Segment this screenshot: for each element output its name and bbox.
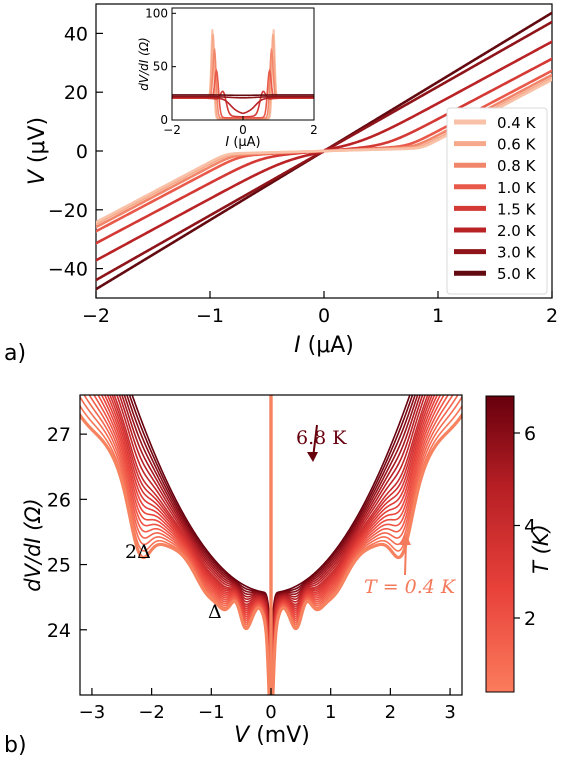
a-y-label-unit: (μV): [25, 117, 50, 170]
inset-curve-3-0-K: [172, 95, 314, 99]
annotation-0-4k-arrow: [404, 540, 407, 576]
legend-label-7: 5.0 K: [497, 265, 537, 283]
b-x-tick-label-3: 0: [265, 702, 276, 723]
legend-label-6: 3.0 K: [497, 244, 537, 262]
inset-curve-2-0-K: [172, 96, 314, 115]
legend-label-3: 1.0 K: [497, 179, 537, 197]
b-x-label-unit: (mV): [249, 723, 310, 748]
annotation-2delta: 2Δ: [125, 541, 151, 563]
legend-box: [446, 107, 548, 295]
didv-curve-T1-3: [83, 395, 459, 695]
inset-x-tick-label-2: 2: [310, 123, 318, 137]
colorbar-tick-label-1: 4: [524, 516, 536, 538]
legend-label-1: 0.6 K: [497, 136, 537, 154]
inset-y-tick-label-0: 0: [160, 113, 168, 127]
legend-label-0: 0.4 K: [497, 114, 537, 132]
legend-label-4: 1.5 K: [497, 200, 537, 218]
legend-label-2: 0.8 K: [497, 157, 537, 175]
inset-background: [172, 8, 314, 120]
colorbar: [485, 395, 515, 693]
panel-b-curves: [80, 395, 462, 695]
b-x-tick-label-5: 2: [385, 702, 396, 723]
inset-x-label: I (μA): [225, 135, 260, 150]
didv-curve-T1-6: [88, 395, 454, 695]
inset-x-tick-label-1: 0: [239, 123, 247, 137]
a-x-tick-label-4: 2: [546, 305, 558, 327]
didv-curve-T0-7: [80, 404, 462, 695]
b-y-tick-label-2: 26: [47, 489, 71, 511]
inset-x-tick-label-0: −2: [163, 123, 181, 137]
panel-b-x-label: V (mV): [234, 723, 310, 748]
b-x-tick-label-6: 3: [444, 702, 455, 723]
panel-a-y-label: V (μV): [25, 117, 50, 185]
annotation-0-4k-arrowhead: [400, 534, 411, 545]
b-x-tick-label-1: −2: [138, 702, 165, 723]
a-x-label-unit: (μA): [301, 333, 354, 358]
colorbar-tick-label-0: 2: [524, 608, 536, 630]
a-x-tick-label-1: −1: [196, 305, 224, 327]
a-y-tick-label-0: −40: [48, 259, 88, 281]
colorbar-ticks: 2 4 6: [514, 423, 536, 630]
annotation-6-8k: 6.8 K: [296, 427, 347, 449]
a-y-label-sym: V: [25, 168, 50, 185]
b-y-tick-label-1: 25: [47, 555, 71, 577]
a-y-tick-label-4: 40: [64, 23, 88, 45]
colorbar-tick-label-2: 6: [524, 423, 536, 445]
didv-curve-T1: [80, 395, 462, 695]
annotation-delta: Δ: [208, 601, 222, 623]
inset-y-label: dV/dI (Ω): [137, 37, 151, 90]
didv-curve-T0-4: [80, 412, 462, 695]
b-x-tick-label-2: −1: [198, 702, 225, 723]
a-x-tick-label-3: 1: [432, 305, 444, 327]
b-x-label-sym: V: [234, 723, 251, 748]
a-y-tick-label-2: 0: [76, 141, 88, 163]
annotation-0-4k: T = 0.4 K: [364, 576, 457, 598]
a-x-label-sym: I: [294, 333, 301, 358]
panel-b-letter: b): [4, 733, 27, 758]
panel-a-letter: a): [4, 341, 26, 366]
a-x-tick-label-0: −2: [82, 305, 110, 327]
inset-y-tick-label-1: 50: [153, 60, 168, 74]
panel-a-x-label: I (μA): [294, 333, 354, 358]
inset-x-label-unit: (μA): [229, 135, 260, 150]
didv-curve-T1-9: [93, 395, 449, 695]
a-y-tick-label-1: −20: [48, 200, 88, 222]
b-y-tick-label-3: 27: [47, 424, 71, 446]
b-x-tick-label-0: −3: [79, 702, 106, 723]
inset-x-label-sym: I: [225, 135, 229, 150]
b-x-tick-label-4: 1: [325, 702, 336, 723]
legend-label-5: 2.0 K: [497, 222, 537, 240]
panel-a-legend: 0.4 K 0.6 K 0.8 K 1.0 K 1.5 K 2.0 K 3.0 K 5.0 K: [446, 107, 548, 295]
b-y-tick-label-0: 24: [47, 620, 71, 642]
inset-y-tick-label-2: 100: [145, 6, 168, 20]
panel-b-y-label: dV/dI (Ω): [21, 498, 45, 591]
a-x-tick-label-2: 0: [318, 305, 330, 327]
a-y-tick-label-3: 20: [64, 82, 88, 104]
colorbar-label: T (K): [529, 524, 553, 574]
annotation-6-8k-arrowhead: [307, 452, 318, 462]
